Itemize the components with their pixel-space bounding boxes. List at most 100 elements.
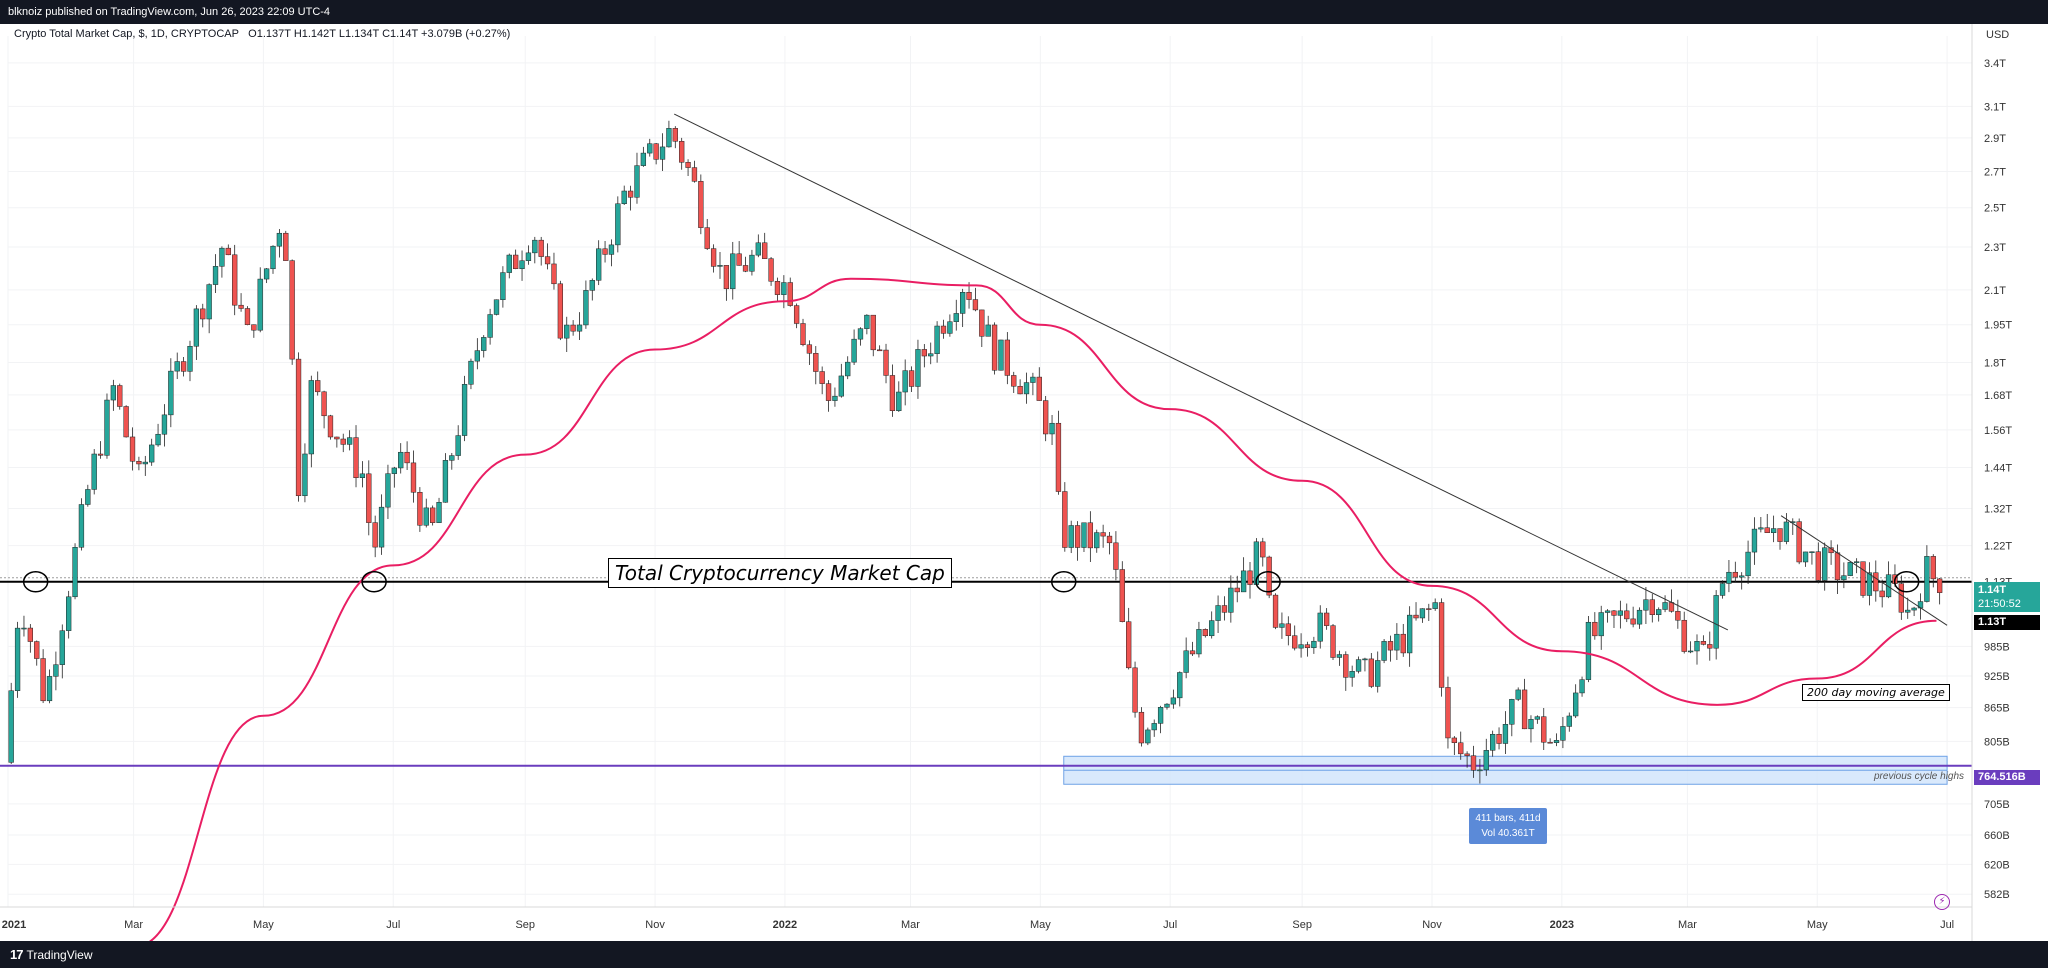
candle-body (672, 128, 678, 142)
title-annotation[interactable]: Total Cryptocurrency Market Cap (608, 558, 952, 588)
candle (960, 288, 966, 328)
candle-body (468, 360, 474, 385)
candle-body (908, 370, 915, 387)
candle-body (1183, 650, 1189, 673)
candle (1323, 608, 1330, 630)
candle-body (1770, 528, 1777, 533)
candle (1681, 611, 1687, 654)
candle-body (1151, 723, 1157, 731)
brand-name: TradingView (26, 947, 93, 962)
price-tick-label: 805B (1984, 736, 2010, 748)
candle-body (1822, 547, 1828, 581)
candle (8, 682, 14, 764)
candle (110, 379, 117, 411)
candle-body (564, 324, 570, 339)
candle (1349, 665, 1355, 687)
candle-body (1349, 671, 1355, 678)
candle-body (110, 385, 117, 401)
candle (1317, 605, 1323, 649)
chart-legend: Crypto Total Market Cap, $, 1D, CRYPTOCA… (14, 28, 510, 40)
candle-body (1132, 667, 1138, 713)
candle-body (940, 325, 947, 334)
candle (1362, 657, 1368, 672)
candle-body (947, 321, 953, 334)
candle-body (717, 265, 723, 267)
candle-body (206, 284, 212, 320)
candle (640, 146, 647, 167)
candle (876, 345, 883, 352)
candle-body (340, 438, 346, 445)
candle-body (991, 324, 998, 371)
candle (180, 356, 187, 377)
candle-body (1879, 590, 1885, 598)
candle-body (519, 260, 525, 269)
time-tick-label: Mar (1678, 919, 1697, 931)
candle-body (1375, 660, 1381, 687)
candle-body (640, 152, 647, 166)
candle (1011, 371, 1017, 393)
candle (1221, 596, 1228, 621)
candle-body (1675, 611, 1681, 621)
candle (1630, 606, 1636, 628)
candle-body (1515, 689, 1521, 700)
macro-downtrend-line (674, 113, 1729, 631)
bar-countdown: 21:50:52 (1978, 598, 2021, 610)
candle (1541, 708, 1547, 750)
candle-body (1081, 522, 1087, 548)
candle-body (1528, 719, 1534, 730)
candle (1285, 616, 1291, 646)
candle-body (161, 414, 168, 435)
range-measure-box (1063, 755, 1948, 785)
candle-body (589, 280, 595, 291)
candle-body (1100, 532, 1106, 537)
candle (1311, 636, 1317, 654)
candle-body (1311, 640, 1317, 649)
candle (1694, 634, 1700, 665)
candle-body (1687, 650, 1694, 653)
candle-body (972, 299, 979, 311)
candle-body (1279, 623, 1285, 628)
candle-body (800, 323, 806, 346)
ma-annotation[interactable]: 200 day moving average (1802, 684, 1950, 701)
candle (825, 380, 832, 412)
candle-body (1866, 572, 1873, 596)
candle (398, 443, 404, 474)
candle-body (1157, 707, 1164, 724)
candle (698, 174, 704, 235)
candle (1707, 631, 1713, 661)
candle-body (1483, 750, 1489, 771)
price-chart[interactable]: 3.4T 3.1T 2.9T 2.7T 2.5T 2.3T 2.1T 1.95T 1.8T 1.6… (0, 24, 2048, 941)
candle-body (698, 181, 704, 228)
candle (423, 498, 429, 528)
candle-body (532, 239, 538, 254)
candle-body (193, 308, 200, 347)
candle (1937, 577, 1943, 605)
candle (991, 322, 998, 375)
candle-body (506, 254, 512, 273)
tradingview-logo[interactable]: 17 TradingView (10, 947, 93, 962)
candle (934, 321, 940, 363)
candle-body (1764, 527, 1770, 533)
candle-body (787, 282, 793, 306)
candle (883, 343, 889, 384)
candle-body (180, 361, 187, 372)
candle (749, 249, 755, 276)
cycle-high-price-tag: 764.516B (1974, 770, 2040, 785)
candle (889, 364, 896, 417)
candle-body (1796, 521, 1802, 563)
candle (1228, 575, 1234, 623)
candle (532, 236, 538, 264)
candle-body (315, 380, 321, 393)
candle-body (1496, 733, 1502, 744)
candle (685, 159, 691, 176)
lightning-icon[interactable]: ⚡ (1934, 894, 1950, 910)
currency-label: USD (1986, 29, 2009, 41)
candle-body (270, 245, 276, 270)
candle (1566, 712, 1572, 732)
candle-body (1566, 715, 1572, 727)
measure-volume: Vol 40.361T (1481, 828, 1535, 839)
candle-body (97, 453, 104, 456)
candle-body (174, 361, 180, 372)
candle (538, 236, 544, 266)
candle-body (653, 143, 659, 160)
